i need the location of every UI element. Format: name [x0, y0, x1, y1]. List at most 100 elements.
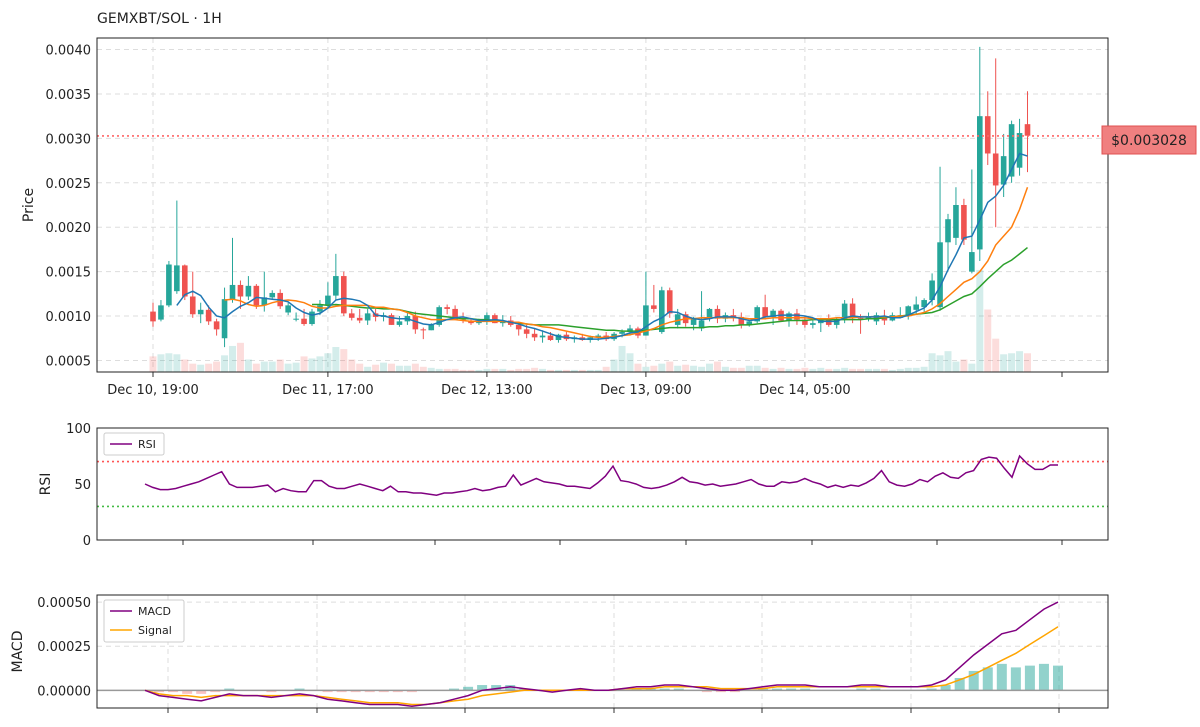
macd-panel: 0.00000 0.00025 0.00050 MACD MACD Signal — [10, 594, 1109, 713]
volume-bar — [380, 362, 388, 372]
price-tick-label: 0.0020 — [46, 221, 92, 236]
volume-bar — [284, 363, 292, 372]
macd-histogram-bar — [758, 688, 769, 691]
candle-body — [476, 321, 482, 324]
volume-bar — [586, 369, 594, 372]
candle-body — [690, 317, 697, 325]
candle-body — [205, 309, 212, 322]
volume-bar — [292, 362, 300, 372]
macd-histogram-bar — [701, 690, 712, 693]
candle-body — [984, 116, 991, 154]
volume-bar — [229, 345, 236, 372]
volume-bar — [332, 347, 340, 372]
volume-bar — [634, 363, 642, 372]
macd-legend: MACD Signal — [103, 599, 185, 643]
candle-body — [150, 311, 156, 322]
macd-histogram-bar — [519, 688, 530, 691]
volume-bar — [268, 361, 276, 372]
candle-body — [237, 284, 244, 297]
volume-bar — [451, 368, 459, 372]
volume-bar — [197, 364, 205, 372]
candle-body — [961, 205, 967, 240]
macd-frame — [96, 594, 1109, 709]
macd-histogram-bar — [926, 688, 937, 691]
volume-bar — [531, 367, 539, 372]
volume-bar — [976, 269, 984, 372]
candle-body — [555, 334, 562, 341]
candle-body — [730, 315, 737, 317]
macd-histogram-bar — [968, 670, 979, 691]
chart-title: GEMXBT/SOL · 1H — [97, 11, 222, 27]
macd-histogram-bar — [406, 690, 417, 693]
volume-bar — [833, 368, 841, 372]
macd-histogram-bar — [294, 688, 305, 691]
macd-legend-label: MACD — [138, 605, 171, 618]
macd-histogram-bar — [449, 688, 460, 691]
macd-histogram-bar — [547, 690, 558, 693]
volume-bar — [920, 366, 928, 372]
candle-body — [412, 316, 419, 330]
candle-body — [245, 285, 252, 297]
volume-bar — [992, 338, 1000, 372]
candle-body — [746, 321, 753, 325]
candle-body — [420, 329, 427, 331]
volume-bar — [666, 361, 674, 372]
volume-bar — [221, 355, 229, 372]
volume-bar — [467, 369, 475, 372]
volume-bar — [523, 368, 531, 372]
volume-bar — [1008, 353, 1016, 372]
macd-signal-line — [144, 626, 1059, 706]
macd-histogram-bar — [772, 688, 783, 691]
candle-body — [945, 219, 951, 243]
volume-bar — [698, 366, 706, 372]
macd-histogram-bar — [631, 688, 642, 691]
volume-bar — [475, 369, 483, 372]
volume-bar — [316, 356, 324, 372]
price-tick-label: 0.0030 — [46, 132, 92, 147]
macd-histogram-bar — [673, 688, 684, 691]
macd-tick-label: 0.00000 — [37, 684, 91, 699]
volume-bar — [252, 363, 260, 372]
macd-histogram-bar — [786, 688, 797, 691]
volume-bar — [157, 354, 165, 372]
macd-histogram-bar — [463, 686, 474, 691]
candle-body — [595, 335, 601, 338]
volume-bar — [952, 361, 960, 372]
volume-bar — [745, 365, 753, 372]
macd-histogram-bar — [378, 690, 389, 693]
macd-histogram-bar — [1010, 667, 1021, 691]
candle-body — [810, 323, 816, 325]
candle-body — [515, 324, 522, 330]
volume-bar — [308, 358, 316, 372]
macd-histogram-bar — [224, 688, 235, 691]
price-tick-label: 0.0005 — [46, 354, 92, 369]
volume-bar — [547, 369, 554, 372]
volume-bar — [1024, 353, 1031, 372]
macd-histogram-bar — [210, 690, 221, 693]
candle-body — [229, 284, 236, 300]
price-tick-label: 0.0015 — [46, 266, 92, 281]
price-tick-label: 0.0025 — [46, 177, 92, 192]
macd-histogram-bar — [196, 690, 207, 694]
candle-body — [253, 285, 260, 306]
volume-bar — [690, 365, 698, 372]
volume-bar — [395, 365, 403, 372]
volume-bar — [944, 351, 952, 372]
volume-bar — [706, 363, 713, 372]
volume-bar — [1016, 351, 1024, 372]
candle-body — [269, 292, 276, 298]
macd-histogram-bar — [575, 688, 586, 691]
rsi-axis-label: RSI — [38, 473, 54, 496]
volume-bar — [427, 367, 435, 372]
macd-histogram-bar — [350, 690, 361, 693]
volume-bar — [904, 367, 912, 372]
volume-bar — [674, 365, 682, 372]
macd-histogram-bar — [364, 690, 375, 693]
volume-bar — [769, 368, 777, 372]
candle-body — [833, 319, 840, 325]
candle-body — [1016, 133, 1023, 168]
candle-body — [977, 116, 983, 250]
x-tick-label: Dec 13, 09:00 — [600, 383, 692, 398]
